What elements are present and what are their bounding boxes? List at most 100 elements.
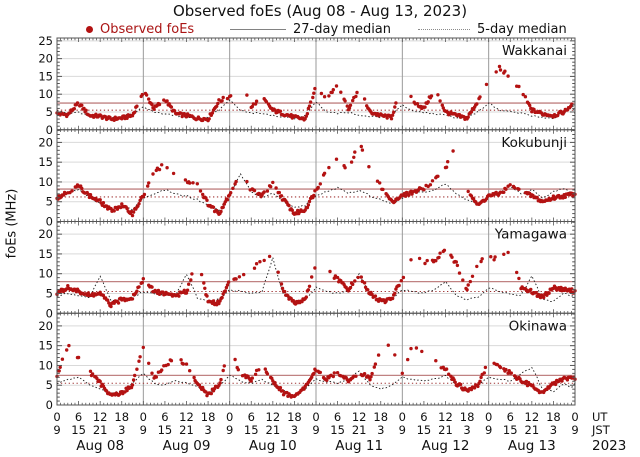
- observed-foes-dot: [492, 258, 496, 262]
- observed-foes-dot: [517, 84, 521, 89]
- observed-foes-dot: [478, 379, 482, 383]
- year-label: 2023: [592, 438, 627, 454]
- observed-foes-dot: [137, 285, 141, 289]
- jst-tick-label: 21: [438, 423, 453, 437]
- observed-foes-dot: [565, 378, 570, 382]
- observed-foes-dot: [307, 199, 312, 204]
- ut-tick-label: 12: [524, 410, 540, 424]
- observed-foes-dot: [233, 357, 237, 362]
- observed-foes-dot: [312, 193, 316, 198]
- legend-item-5day-median: 5-day median: [418, 22, 567, 37]
- observed-foes-dot: [203, 286, 207, 290]
- observed-foes-dot: [322, 95, 327, 99]
- observed-foes-dot: [242, 272, 246, 277]
- observed-foes-dot: [426, 100, 430, 104]
- observed-foes-dot: [94, 112, 98, 117]
- ut-tick-label: 6: [420, 410, 428, 424]
- observed-foes-dot: [313, 266, 317, 270]
- y-tick-label: 0: [46, 398, 53, 412]
- observed-foes-dot: [177, 294, 181, 298]
- station-label: Wakkanai: [502, 43, 567, 59]
- observed-foes-dot: [205, 198, 209, 202]
- observed-foes-dot: [95, 376, 99, 381]
- observed-foes-dot: [447, 372, 451, 376]
- observed-foes-dot: [129, 385, 134, 390]
- y-tick-label: 10: [38, 175, 53, 189]
- observed-foes-dot: [399, 279, 403, 283]
- station-label: Yamagawa: [494, 227, 567, 243]
- observed-foes-dot: [400, 371, 404, 375]
- observed-foes-dot: [183, 178, 188, 182]
- observed-foes-dot: [307, 284, 312, 288]
- observed-foes-dot: [352, 155, 356, 159]
- observed-foes-dot: [436, 93, 440, 97]
- observed-foes-dot: [423, 105, 427, 109]
- observed-foes-dot: [263, 367, 267, 371]
- jst-tick-label: 3: [463, 423, 471, 437]
- observed-foes-dot: [125, 388, 129, 393]
- observed-foes-dot: [150, 371, 154, 375]
- observed-foes-dot: [131, 210, 136, 214]
- observed-foes-dot: [112, 209, 116, 213]
- solid-line-marker-icon: [230, 29, 286, 30]
- ut-tick-label: 12: [92, 410, 108, 424]
- median-trace: [56, 255, 576, 303]
- observed-foes-dot: [359, 275, 363, 279]
- observed-foes-dot: [373, 362, 378, 366]
- observed-foes-dot: [278, 109, 283, 113]
- observed-foes-dot: [360, 148, 365, 152]
- observed-foes-dot: [221, 368, 225, 373]
- y-tick-label: 5: [46, 105, 53, 119]
- observed-foes-dot: [393, 105, 397, 109]
- observed-foes-dot: [498, 68, 503, 72]
- jst-tick-label: 15: [502, 423, 518, 437]
- jst-tick-label: 9: [53, 423, 61, 437]
- ut-tick-label: 6: [74, 410, 83, 424]
- y-tick-label: 5: [46, 286, 53, 300]
- observed-foes-dot: [359, 144, 363, 149]
- jst-tick-label: 21: [265, 423, 281, 437]
- y-tick-label: 25: [38, 34, 53, 48]
- observed-foes-dot: [198, 189, 203, 193]
- observed-foes-dot: [65, 348, 69, 352]
- observed-foes-dot: [219, 209, 223, 214]
- observed-foes-dot: [394, 101, 398, 105]
- observed-foes-dot: [137, 202, 141, 206]
- observed-foes-dot: [319, 91, 324, 96]
- observed-foes-dot: [362, 281, 367, 285]
- observed-foes-dot: [141, 345, 145, 350]
- median-trace: [56, 99, 576, 120]
- observed-foes-dot: [144, 93, 149, 97]
- observed-foes-dot: [305, 112, 310, 116]
- observed-foes-dot: [494, 70, 498, 74]
- observed-foes-dot: [278, 386, 283, 390]
- observed-foes-dot: [224, 285, 229, 290]
- observed-foes-dot: [271, 180, 275, 185]
- observed-foes-dot: [76, 355, 81, 360]
- jst-tick-label: 9: [139, 423, 147, 437]
- observed-foes-dot: [131, 378, 136, 382]
- observed-foes-dot: [345, 104, 349, 108]
- observed-foes-dot: [570, 102, 574, 106]
- observed-foes-dot: [187, 282, 191, 286]
- ut-tick-label: 0: [53, 410, 61, 424]
- observed-foes-dot: [258, 260, 262, 264]
- y-tick-label: 20: [38, 135, 53, 149]
- observed-foes-dot: [190, 272, 194, 276]
- observed-foes-dot: [218, 381, 222, 385]
- observed-foes-dot: [434, 259, 438, 263]
- observed-foes-dot: [226, 280, 231, 284]
- observed-foes-dot: [434, 359, 438, 363]
- observed-foes-dot: [453, 380, 457, 384]
- observed-foes-dot: [348, 285, 353, 290]
- ut-tick-label: 18: [114, 410, 130, 424]
- observed-foes-dot: [221, 95, 225, 100]
- observed-foes-dot: [322, 171, 327, 175]
- observed-foes-dot: [378, 181, 382, 185]
- observed-foes-dot: [451, 149, 455, 153]
- observed-foes-dot: [252, 188, 257, 193]
- y-tick-label: 20: [38, 227, 53, 241]
- observed-foes-dot: [195, 182, 199, 186]
- observed-foes-dot: [493, 255, 497, 259]
- observed-foes-dot: [351, 282, 355, 287]
